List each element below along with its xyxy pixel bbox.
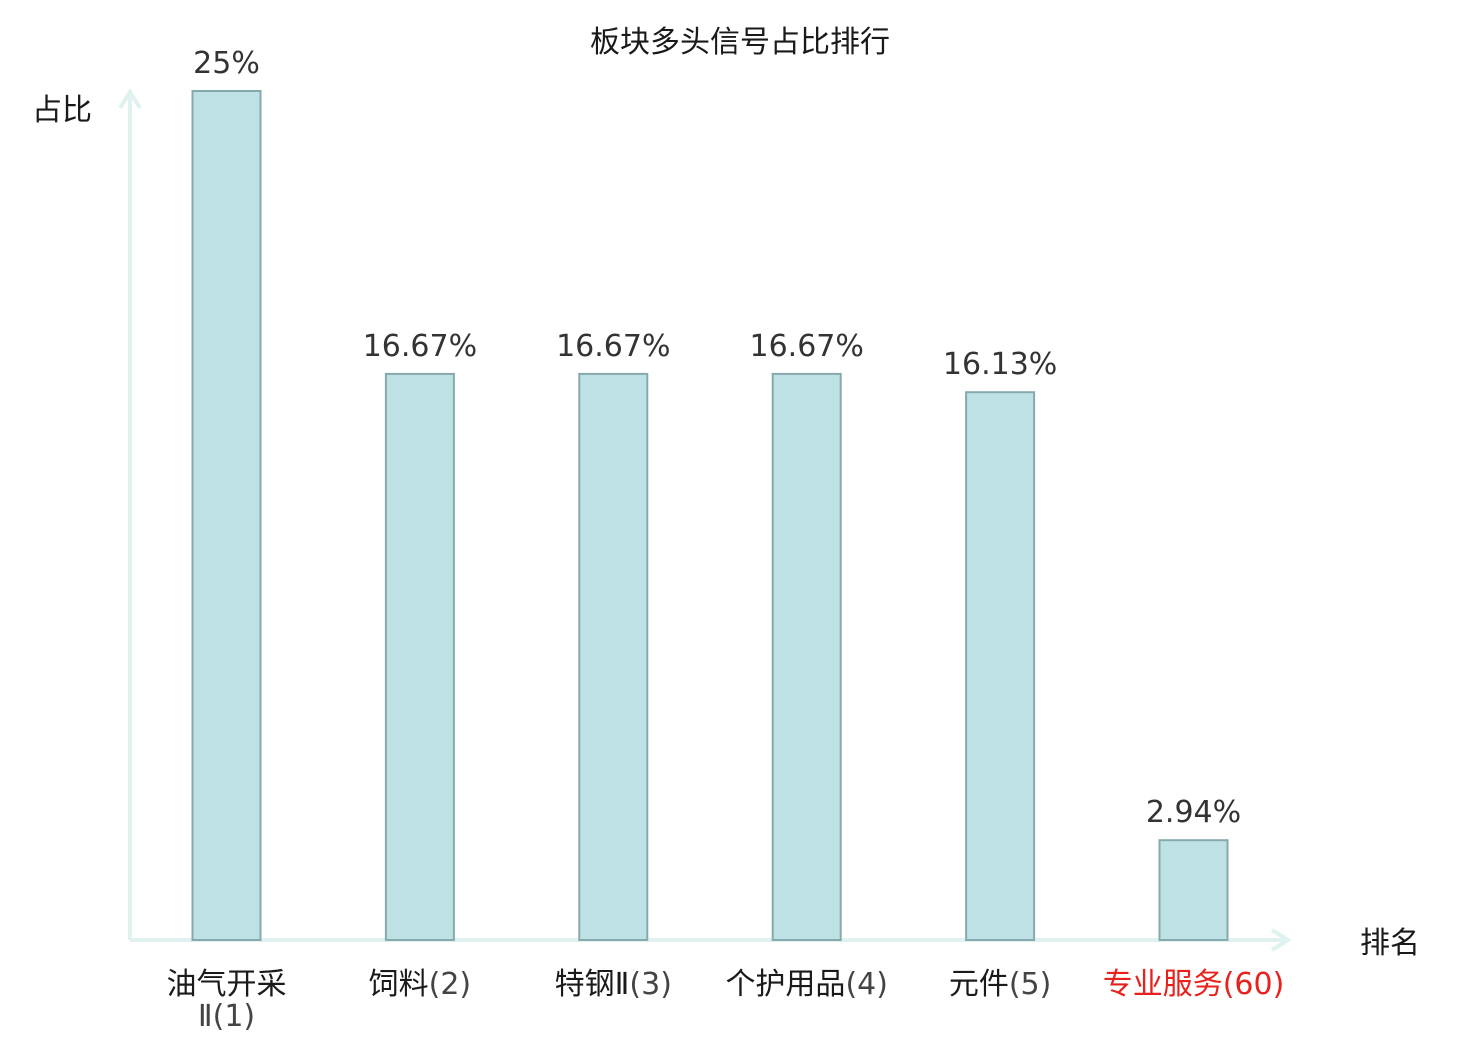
category-name: 油气开采 (167, 967, 287, 1002)
bar-3 (578, 372, 649, 941)
category-name: 专业服务 (1103, 967, 1223, 1002)
value-label-4: 16.67% (750, 329, 864, 364)
x-axis-arrow (1270, 928, 1292, 952)
category-name: 元件 (949, 967, 1009, 1002)
bar-4 (771, 372, 842, 941)
value-label-1: 25% (193, 46, 260, 81)
category-rank: Ⅱ(1) (198, 999, 255, 1034)
bar-2 (384, 372, 455, 941)
category-name: 饲料 (369, 967, 429, 1002)
category-labels-group: 油气开采 Ⅱ(1) 饲料(2) 特钢Ⅱ(3) 个护用品(4) 元件(5) 专业服务(60) (167, 967, 1285, 1034)
chart-title: 板块多头信号占比排行 (590, 25, 890, 60)
category-rank: (5) (1009, 967, 1052, 1002)
category-rank: (4) (845, 967, 888, 1002)
bar-6 (1158, 839, 1229, 942)
category-label-4: 个护用品(4) (725, 967, 888, 1002)
category-rank: (2) (429, 967, 472, 1002)
y-axis-label: 占比 (32, 93, 92, 128)
y-axis-arrow (118, 88, 142, 110)
category-rank: (60) (1223, 967, 1285, 1002)
bars-group (191, 90, 1229, 942)
value-label-5: 16.13% (943, 347, 1057, 382)
category-label-5: 元件(5) (949, 967, 1052, 1002)
category-label-3: 特钢Ⅱ(3) (555, 967, 672, 1002)
category-name: 个护用品 (725, 967, 845, 1002)
category-name: 特钢Ⅱ (555, 967, 630, 1002)
value-labels-group: 25% 16.67% 16.67% 16.67% 16.13% 2.94% (193, 46, 1241, 830)
bar-1 (191, 90, 262, 941)
value-label-2: 16.67% (363, 329, 477, 364)
category-label-1: 油气开采 Ⅱ(1) (167, 967, 287, 1034)
axes (118, 88, 1292, 952)
category-label-2: 饲料(2) (369, 967, 472, 1002)
x-axis-label: 排名 (1360, 926, 1420, 961)
value-label-3: 16.67% (556, 329, 670, 364)
category-rank: (3) (629, 967, 672, 1002)
bar-5 (965, 391, 1036, 941)
category-label-6: 专业服务(60) (1103, 967, 1285, 1002)
value-label-6: 2.94% (1146, 795, 1241, 830)
